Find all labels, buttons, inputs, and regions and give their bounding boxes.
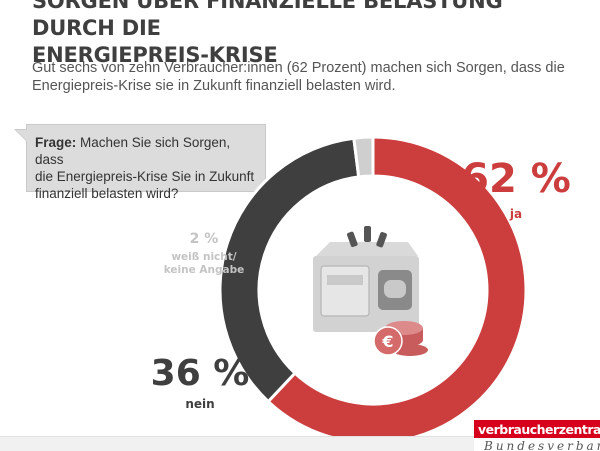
chart-title-line-1: SORGEN ÜBER FINANZIELLE BELASTUNG DURCH …	[32, 0, 503, 40]
category-label-unknown-line-1: weiß nicht/	[171, 251, 236, 263]
brand-tagline: Bundesverband	[484, 439, 600, 450]
chart-subtitle: Gut sechs von zehn Verbraucher:innen (62…	[32, 59, 572, 95]
question-label: Frage:	[35, 135, 77, 150]
euro-icon: €	[381, 332, 393, 351]
chart-title-line-2: ENERGIEPREIS-KRISE	[32, 43, 278, 67]
category-label-unknown-line-2: keine Angabe	[164, 264, 245, 276]
donut-slice-ja	[266, 135, 528, 445]
value-label-unknown: 2 %	[190, 231, 219, 247]
donut-slices	[218, 135, 528, 445]
question-line-2: die Energiepreis-Krise Sie in Zukunft	[35, 169, 255, 184]
chart-title: SORGEN ÜBER FINANZIELLE BELASTUNG DURCH …	[32, 0, 592, 69]
footer-bar	[0, 436, 474, 451]
brand-name: verbraucherzentrale	[478, 422, 600, 437]
question-line-1: Frage: Machen Sie sich Sorgen, dass	[35, 134, 255, 168]
question-line-3: finanziell belasten wird?	[35, 186, 179, 201]
chart-subtitle-line-1: Gut sechs von zehn Verbraucher:innen (62…	[32, 60, 565, 76]
brand-logo: verbraucherzentrale Bundesverband	[474, 420, 600, 450]
category-label-nein: nein	[185, 397, 214, 411]
donut-slice-nein	[218, 136, 361, 404]
question-box: Frage: Machen Sie sich Sorgen, dass die …	[14, 124, 266, 201]
category-label-ja: ja	[509, 207, 522, 221]
value-label-ja: 62 %	[461, 156, 571, 202]
chart-subtitle-line-2: Energiepreis-Krise sie in Zukunft finanz…	[32, 78, 396, 94]
donut-slice-unknown	[352, 135, 375, 179]
wallet-with-euro-coins-icon: €	[313, 226, 428, 356]
question-text-1: Machen Sie sich Sorgen, dass	[35, 135, 231, 167]
value-label-nein: 36 %	[151, 353, 250, 394]
